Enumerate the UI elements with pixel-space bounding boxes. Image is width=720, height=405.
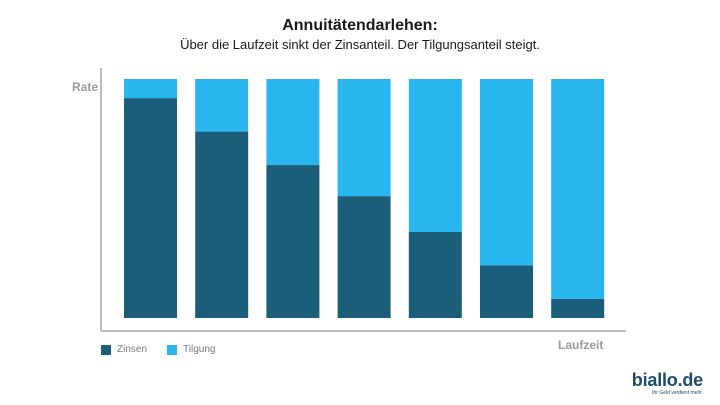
bar-tilgung-5: [408, 79, 462, 232]
bar-zinsen-1: [124, 98, 177, 319]
legend-swatch-zinsen: [101, 344, 111, 355]
bar-zinsen-2: [195, 131, 249, 318]
legend-label-zinsen: Zinsen: [117, 344, 148, 355]
brand-name: biallo.de: [631, 370, 703, 390]
bar-zinsen-7: [551, 298, 605, 318]
legend: Zinsen Tilgung: [101, 344, 215, 355]
legend-swatch-tilgung: [167, 344, 178, 355]
x-axis-label: Laufzeit: [558, 338, 604, 352]
bar-tilgung-7: [551, 79, 605, 299]
chart-title: Annuitätendarlehen:: [282, 17, 438, 34]
brand-logo: biallo.de Ihr Geld verdient mehr.: [632, 370, 703, 396]
bar-tilgung-2: [195, 79, 249, 132]
bar-tilgung-6: [480, 79, 533, 266]
chart-subtitle: Über die Laufzeit sinkt der Zinsanteil. …: [180, 37, 540, 52]
bar-zinsen-3: [266, 165, 320, 318]
y-axis-label: Rate: [72, 80, 99, 94]
legend-item-zinsen: Zinsen: [101, 344, 147, 355]
legend-label-tilgung: Tilgung: [183, 344, 216, 355]
bar-tilgung-4: [337, 79, 391, 197]
bar-zinsen-5: [408, 231, 462, 318]
bar-zinsen-6: [480, 265, 533, 318]
bar-zinsen-4: [337, 196, 391, 318]
bar-tilgung-1: [124, 79, 177, 99]
bar-tilgung-3: [266, 79, 320, 166]
legend-item-tilgung: Tilgung: [167, 344, 215, 355]
brand-slogan: Ihr Geld verdient mehr.: [652, 390, 703, 396]
